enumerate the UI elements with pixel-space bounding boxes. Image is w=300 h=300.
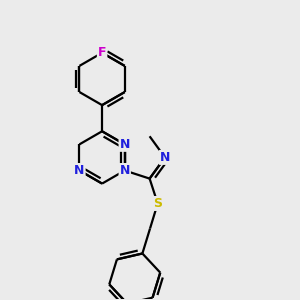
Text: N: N [119, 164, 130, 177]
Text: N: N [119, 138, 130, 151]
Text: N: N [160, 151, 170, 164]
Text: N: N [74, 164, 85, 177]
Text: F: F [98, 46, 106, 59]
Text: S: S [153, 197, 162, 210]
